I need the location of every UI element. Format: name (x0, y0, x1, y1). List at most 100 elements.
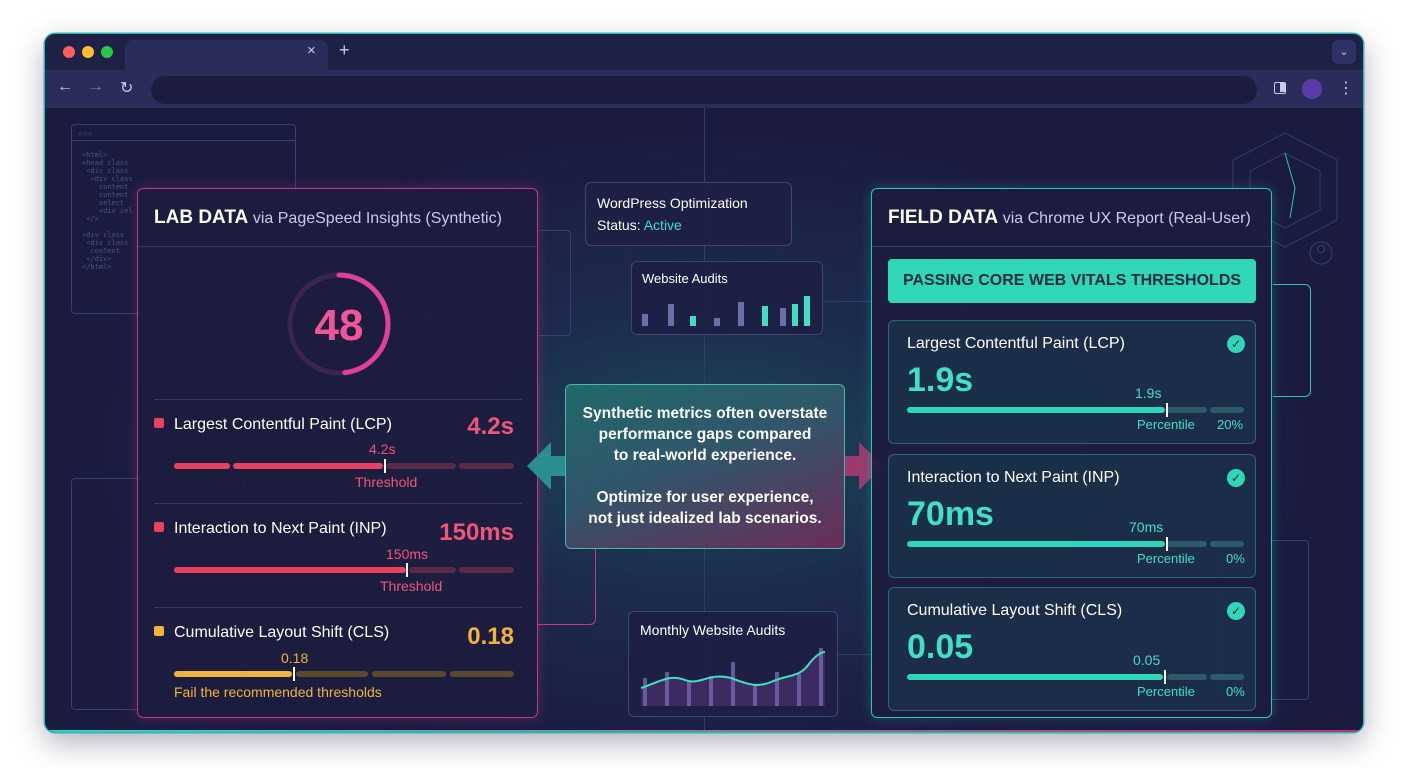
check-icon: ✓ (1227, 469, 1245, 487)
lab-panel-title: LAB DATA via PageSpeed Insights (Synthet… (154, 207, 502, 229)
performance-score: 48 (314, 301, 364, 350)
lab-lcp-bar-seg (386, 463, 456, 469)
forward-button[interactable]: → (88, 78, 104, 95)
field-cls-marker-label: 0.05 (1133, 652, 1161, 668)
address-bar[interactable] (151, 76, 1257, 104)
wordpress-status-card: WordPress Optimization Status: Active (585, 182, 792, 246)
browser-menu-icon[interactable]: ⋮ (1338, 80, 1354, 97)
lab-subtitle: via PageSpeed Insights (Synthetic) (252, 210, 502, 227)
fail-indicator-icon (154, 522, 164, 532)
field-inp-value: 70ms (907, 495, 994, 533)
field-inp-bar-track (1210, 541, 1244, 547)
lab-lcp-note: Threshold (355, 474, 418, 490)
field-lcp-marker-label: 1.9s (1135, 385, 1162, 401)
callout-line: to real-world experience. (613, 447, 797, 464)
field-lcp-value: 1.9s (907, 361, 974, 399)
check-icon: ✓ (1227, 335, 1245, 353)
field-cls-label: Cumulative Layout Shift (CLS) (907, 602, 1123, 619)
field-inp-bar-track (1167, 541, 1207, 547)
field-inp-marker-label: 70ms (1129, 519, 1164, 535)
arrow-right-icon (841, 442, 883, 490)
lab-inp-value: 150ms (439, 519, 514, 546)
field-inp-bar-fill (907, 541, 1165, 547)
field-panel-header: FIELD DATA via Chrome UX Report (Real-Us… (872, 189, 1271, 247)
lab-cls-marker (293, 667, 295, 681)
field-cls-bar-fill (907, 674, 1163, 680)
lab-lcp-label: Largest Contentful Paint (LCP) (154, 416, 392, 434)
lab-inp-bar-seg (459, 567, 514, 573)
status-label: Status: (597, 217, 641, 233)
callout-line: Optimize for user experience, (596, 489, 814, 506)
field-inp-card: Interaction to Next Paint (INP) ✓ 70ms 7… (888, 454, 1256, 578)
browser-window: × + ⌄ ← → ↻ ⋮ ○○○ <html> <head class <di… (45, 34, 1363, 732)
warning-indicator-icon (154, 626, 164, 636)
divider (154, 503, 522, 504)
lab-lcp-marker (384, 459, 386, 473)
field-lcp-pct: 20% (1217, 417, 1244, 432)
lab-lcp-bar-seg (174, 463, 230, 469)
lab-inp-label-text: Interaction to Next Paint (INP) (174, 520, 387, 537)
performance-score-gauge (287, 272, 391, 376)
field-data-panel: FIELD DATA via Chrome UX Report (Real-Us… (871, 188, 1272, 718)
lab-lcp-value: 4.2s (467, 413, 514, 440)
sidebar-toggle-icon[interactable] (1274, 82, 1286, 94)
profile-avatar[interactable] (1302, 79, 1322, 99)
lab-lcp-label-text: Largest Contentful Paint (LCP) (174, 416, 392, 433)
field-lcp-label: Largest Contentful Paint (LCP) (907, 335, 1125, 352)
hexagon-network-icon (1232, 132, 1338, 265)
page-content: ○○○ <html> <head class <div class <div c… (45, 108, 1363, 732)
field-cls-bar-track (1167, 674, 1207, 680)
field-cls-note: Percentile (1137, 684, 1195, 699)
browser-tab[interactable] (125, 40, 328, 70)
wordpress-title: WordPress Optimization (597, 195, 748, 211)
lab-lcp-marker-label: 4.2s (369, 441, 396, 457)
browser-toolbar: ← → ↻ ⋮ (45, 70, 1363, 108)
field-lcp-note: Percentile (1137, 417, 1195, 432)
field-lcp-card: Largest Contentful Paint (LCP) ✓ 1.9s 1.… (888, 320, 1256, 444)
lab-cls-label-text: Cumulative Layout Shift (CLS) (174, 624, 390, 641)
monthly-audits-title: Monthly Website Audits (640, 622, 786, 638)
field-lcp-bar-track (1167, 407, 1207, 413)
reload-button[interactable]: ↻ (120, 80, 134, 97)
lab-cls-bar-seg (450, 671, 514, 677)
tab-bar: × + ⌄ (45, 34, 1363, 70)
website-audits-chart (642, 296, 810, 326)
lab-data-panel: LAB DATA via PageSpeed Insights (Synthet… (137, 188, 538, 718)
field-panel-title: FIELD DATA via Chrome UX Report (Real-Us… (888, 207, 1251, 229)
monthly-audits-chart (640, 648, 826, 706)
back-button[interactable]: ← (57, 78, 73, 95)
callout-line: Synthetic metrics often overstate (582, 405, 828, 422)
lab-lcp-bar-seg (459, 463, 514, 469)
close-tab-icon[interactable]: × (307, 42, 316, 59)
field-lcp-marker (1166, 403, 1168, 417)
close-window-button[interactable] (63, 46, 75, 58)
lab-lcp-bar-seg (233, 463, 383, 469)
lab-cls-label: Cumulative Layout Shift (CLS) (154, 624, 389, 642)
window-dots-icon: ○○○ (78, 129, 93, 138)
maximize-window-button[interactable] (101, 46, 113, 58)
minimize-window-button[interactable] (82, 46, 94, 58)
field-inp-marker (1166, 537, 1168, 551)
connector-line (815, 301, 871, 302)
lab-title-text: LAB DATA (154, 207, 248, 228)
field-connector (1273, 284, 1311, 397)
lab-inp-bar-seg (174, 567, 406, 573)
wordpress-status: Status: Active (597, 217, 682, 233)
callout-line: performance gaps compared (598, 426, 812, 443)
field-cls-bar-track (1210, 674, 1244, 680)
insight-callout: Synthetic metrics often overstate perfor… (565, 384, 845, 549)
field-inp-label: Interaction to Next Paint (INP) (907, 469, 1120, 486)
tab-search-button[interactable]: ⌄ (1332, 40, 1356, 64)
check-icon: ✓ (1227, 602, 1245, 620)
callout-line: not just idealized lab scenarios. (588, 510, 822, 527)
field-cls-marker (1164, 670, 1166, 684)
monthly-audits-card: Monthly Website Audits (628, 611, 838, 717)
field-lcp-bar-track (1210, 407, 1244, 413)
new-tab-button[interactable]: + (339, 40, 350, 60)
field-cls-pct: 0% (1226, 684, 1245, 699)
connector-line (828, 654, 871, 655)
lab-cls-bar-seg (372, 671, 446, 677)
lab-inp-marker (406, 563, 408, 577)
field-cls-card: Cumulative Layout Shift (CLS) ✓ 0.05 0.0… (888, 587, 1256, 711)
lab-inp-bar-seg (409, 567, 456, 573)
